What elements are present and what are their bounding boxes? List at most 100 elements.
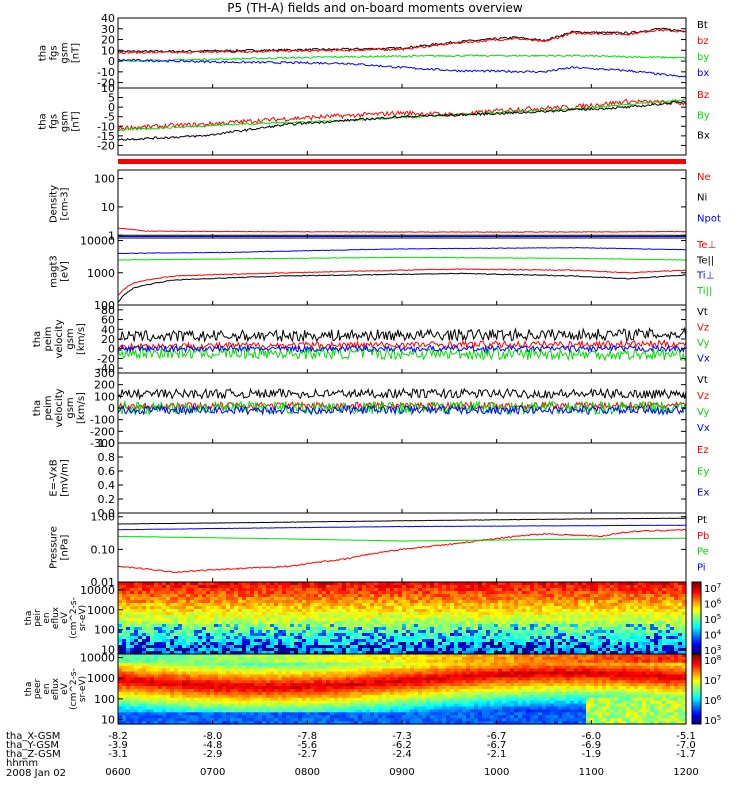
spectrogram-cell: [650, 600, 655, 604]
spectrogram-cell: [186, 633, 191, 637]
spectrogram-cell: [194, 600, 199, 604]
spectrogram-cell: [374, 594, 379, 598]
spectrogram-cell: [386, 591, 391, 595]
spectrogram-cell: [150, 665, 155, 670]
spectrogram-cell: [434, 612, 439, 616]
spectrogram-cell: [142, 706, 147, 711]
spectrogram-cell: [298, 715, 303, 719]
spectrogram-cell: [122, 694, 127, 699]
spectrogram-cell: [642, 630, 647, 634]
spectrogram-cell: [318, 683, 323, 687]
spectrogram-cell: [598, 639, 603, 643]
spectrogram-cell: [294, 689, 299, 693]
spectrogram-cell: [486, 588, 491, 592]
spectrogram-cell: [250, 683, 255, 687]
spectrogram-cell: [470, 582, 475, 586]
spectrogram-cell: [638, 609, 643, 613]
spectrogram-cell: [338, 588, 343, 592]
spectrogram-cell: [306, 645, 311, 649]
spectrogram-cell: [258, 627, 263, 631]
spectrogram-cell: [122, 659, 127, 664]
spectrogram-cell: [190, 594, 195, 598]
spectrogram-cell: [374, 615, 379, 619]
spectrogram-cell: [310, 633, 315, 637]
spectrogram-cell: [634, 615, 639, 619]
spectrogram-cell: [506, 609, 511, 613]
spectrogram-cell: [486, 627, 491, 631]
spectrogram-cell: [198, 588, 203, 592]
spectrogram-cell: [170, 689, 175, 693]
spectrogram-cell: [122, 627, 127, 631]
spectrogram-cell: [186, 668, 191, 673]
spectrogram-cell: [554, 585, 559, 589]
spectrogram-cell: [370, 585, 375, 589]
spectrogram-cell: [482, 609, 487, 613]
spectrogram-cell: [538, 648, 543, 652]
spectrogram-cell: [498, 585, 503, 589]
spectrogram-cell: [186, 606, 191, 610]
spectrogram-cell: [570, 612, 575, 616]
spectrogram-cell: [578, 618, 583, 622]
spectrogram-cell: [318, 680, 323, 684]
spectrogram-cell: [274, 618, 279, 622]
spectrogram-cell: [654, 603, 659, 607]
spectrogram-cell: [514, 639, 519, 643]
spectrogram-cell: [590, 645, 595, 649]
spectrogram-cell: [422, 624, 427, 628]
spectrogram-cell: [474, 609, 479, 613]
spectrogram-cell: [118, 594, 123, 598]
spectrogram-cell: [346, 627, 351, 631]
spectrogram-cell: [682, 630, 687, 634]
spectrogram-cell: [554, 612, 559, 616]
spectrogram-cell: [310, 718, 315, 722]
spectrogram-cell: [298, 603, 303, 607]
y-axis-label: sr-eV): [78, 605, 88, 631]
spectrogram-cell: [242, 615, 247, 619]
spectrogram-cell: [626, 588, 631, 592]
spectrogram-cell: [306, 674, 311, 678]
spectrogram-cell: [338, 642, 343, 646]
spectrogram-cell: [542, 585, 547, 589]
spectrogram-cell: [658, 639, 663, 643]
spectrogram-cell: [450, 591, 455, 595]
spectrogram-cell: [622, 591, 627, 595]
spectrogram-cell: [166, 636, 171, 640]
spectrogram-cell: [142, 674, 147, 678]
spectrogram-cell: [598, 651, 603, 655]
spectrogram-cell: [254, 662, 259, 667]
spectrogram-cell: [310, 606, 315, 610]
spectrogram-cell: [362, 627, 367, 631]
spectrogram-cell: [298, 689, 303, 693]
spectrogram-cell: [322, 642, 327, 646]
spectrogram-cell: [506, 582, 511, 586]
spectrogram-cell: [174, 665, 179, 670]
spectrogram-cell: [258, 671, 263, 676]
spectrogram-cell: [282, 618, 287, 622]
spectrogram-cell: [406, 627, 411, 631]
spectrogram-cell: [342, 606, 347, 610]
spectrogram-cell: [218, 709, 223, 713]
spectrogram-cell: [126, 659, 131, 664]
spectrogram-cell: [534, 621, 539, 625]
spectrogram-cell: [142, 700, 147, 705]
spectrogram-cell: [250, 686, 255, 690]
spectrogram-cell: [222, 588, 227, 592]
spectrogram-cell: [518, 603, 523, 607]
spectrogram-cell: [466, 600, 471, 604]
spectrogram-cell: [158, 686, 163, 690]
spectrogram-cell: [210, 627, 215, 631]
spectrogram-cell: [262, 700, 267, 705]
spectrogram-cell: [234, 585, 239, 589]
spectrogram-cell: [310, 585, 315, 589]
spectrogram-cell: [554, 633, 559, 637]
spectrogram-cell: [358, 621, 363, 625]
spectrogram-cell: [306, 648, 311, 652]
spectrogram-cell: [286, 656, 291, 661]
spectrogram-cell: [202, 597, 207, 601]
spectrogram-cell: [270, 686, 275, 690]
spectrogram-cell: [554, 630, 559, 634]
spectrogram-cell: [570, 606, 575, 610]
spectrogram-cell: [174, 677, 179, 681]
spectrogram-cell: [466, 594, 471, 598]
spectrogram-cell: [122, 591, 127, 595]
